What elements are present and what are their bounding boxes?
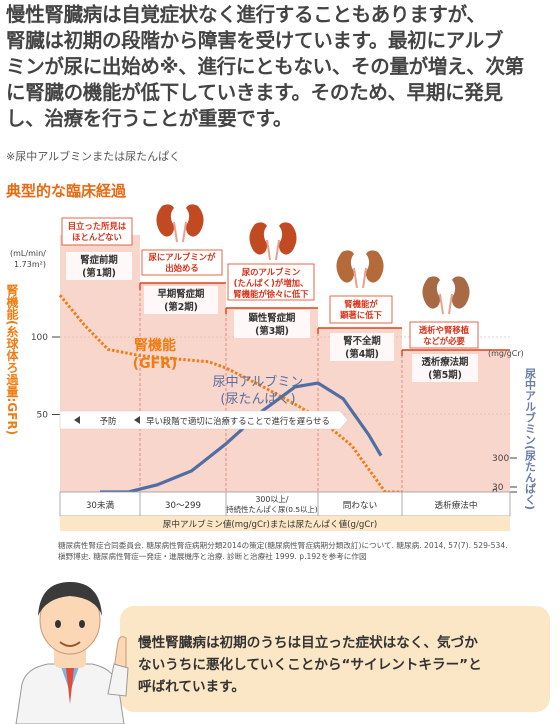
stage-note-text: 透析や腎移植	[419, 325, 470, 335]
stage-note-text: 顕著に低下	[340, 310, 382, 320]
speech-line: 慢性腎臓病は初期のうちは目立った症状はなく、気づか	[138, 635, 478, 651]
kidney-icon	[336, 250, 384, 289]
kidney-icon	[156, 204, 204, 243]
x-footer: 尿中アルブミン値(mg/gCr)または尿たんぱく値(g/gCr)	[163, 518, 377, 530]
right-tick-label: 30	[492, 483, 504, 493]
stage-note-text: ほとんどない	[72, 232, 122, 242]
stage-note-text: 目立った所見は	[68, 221, 127, 231]
stage-label-1-sub: (第1期)	[82, 267, 116, 279]
gfr-series-label-sub: (GFR)	[133, 356, 178, 372]
albumin-range-cell: 30未満	[86, 499, 115, 511]
left-axis-unit: (mL/min/	[10, 249, 46, 258]
intro-line: に腎臓の機能が低下していきます。そのため、早期に発見	[6, 81, 503, 104]
kidney-icon	[422, 276, 470, 315]
albumin-series-label: 尿中アルブミン	[213, 374, 304, 390]
stage-label-3: 顕性腎症期	[249, 312, 296, 324]
speech-bubble	[120, 606, 550, 712]
albumin-range-cell: 透析療法中	[435, 499, 478, 511]
gfr-series-label: 腎機能	[134, 337, 176, 354]
right-tick-label: 300	[492, 454, 509, 464]
albumin-series-line	[99, 381, 383, 494]
stage-note-3: 尿のアルブミン (たんぱく)が増加、 腎機能が徐々に低下	[227, 263, 315, 301]
stage-note-text: などが必要	[423, 336, 465, 346]
intro-paragraph: 慢性腎臓病は自覚症状なく進行することもありますが、 腎臓は初期の段階から障害を受…	[6, 2, 556, 132]
albumin-range-cell: 30〜299	[165, 501, 201, 511]
stage-label-3-sub: (第3期)	[255, 325, 289, 337]
kidney-icon	[249, 222, 297, 261]
section-title: 典型的な臨床経過	[6, 182, 127, 200]
stage-label-2-sub: (第2期)	[164, 301, 198, 313]
banner-right-text: 早い段階で適切に治療することで進行を遅らせる	[146, 416, 330, 426]
references: 糖尿病性腎症合同委員会. 糖尿病性腎症病期分類2014の策定(糖尿病性腎症病期分…	[58, 540, 508, 562]
left-axis-unit: 1.73m²)	[14, 260, 46, 269]
stage-label-5: 透析療法期	[422, 356, 469, 368]
banner-left-text: 予防	[100, 416, 117, 426]
intro-line: 慢性腎臓病は自覚症状なく進行することもありますが、	[6, 3, 486, 26]
intro-line: ミンが尿に出始め※、進行にともない、その量が増え、次第	[6, 55, 524, 78]
footnote: ※尿中アルブミンまたは尿たんぱく	[6, 150, 181, 163]
right-axis-unit: (mg/gCr)	[488, 349, 524, 358]
stage-note-text: 腎機能が徐々に低下	[233, 289, 309, 299]
albumin-range-cell: 300以上/	[255, 495, 288, 504]
stage-label-1: 腎症前期	[80, 254, 118, 266]
stage-label-4-sub: (第4期)	[345, 348, 379, 360]
kidney-icons	[156, 204, 470, 315]
left-axis-ticks: 100 50	[31, 333, 60, 421]
stage-note-2: 尿にアルブミンが 出始める	[141, 249, 223, 276]
albumin-range-cell: 持続性たんぱく尿(0.5以上)	[226, 505, 318, 514]
intro-line: 腎臓は初期の段階から障害を受けています。最初にアルブ	[6, 29, 504, 52]
stage-dividers	[139, 283, 403, 492]
albumin-range-row: 30未満 30〜299 300以上/ 持続性たんぱく尿(0.5以上) 問わない …	[59, 491, 511, 531]
stage-note-text: 腎機能が	[344, 299, 378, 309]
left-tick-label: 50	[37, 411, 49, 421]
stage-note-text: (たんぱく)が増加、	[234, 278, 309, 288]
stage-label-2: 早期腎症期	[158, 288, 205, 300]
clinical-course-chart: 目立った所見は ほとんどない 尿にアルブミンが 出始める 尿のアルブミン (たん…	[5, 204, 537, 531]
speech-line: ないうちに悪化していくことから“サイレントキラー”と	[138, 657, 482, 673]
speech-text: 慢性腎臓病は初期のうちは目立った症状はなく、気づか ないうちに悪化していくことか…	[138, 632, 482, 698]
reference-line: 槇野博史. 糖尿病性腎症一発症・進展機序と治療. 診断と治療社 1999. p.…	[58, 552, 367, 561]
stage-note-4: 腎機能が 顕著に低下	[329, 295, 393, 324]
intro-line: し、治療を行うことが重要です。	[6, 107, 293, 130]
stage-note-1: 目立った所見は ほとんどない	[61, 217, 133, 246]
stage-note-text: 尿のアルブミン	[242, 267, 301, 277]
left-axis-title: 腎機能(糸球体ろ過量:GFR)	[5, 283, 19, 436]
albumin-series-label-sub: (尿たんぱく)	[220, 392, 295, 407]
stage-note-text: 尿にアルブミンが	[149, 252, 217, 262]
albumin-range-cell: 問わない	[343, 500, 377, 511]
gfr-series-line	[58, 294, 402, 494]
stage-note-text: 出始める	[165, 263, 199, 273]
stage-note-5: 透析や腎移植 などが必要	[409, 321, 479, 349]
treatment-banner: 予防 早い段階で適切に治療することで進行を遅らせる	[59, 410, 349, 430]
speech-line: 呼ばれています。	[138, 679, 245, 695]
stage-label-4: 腎不全期	[343, 335, 381, 347]
stage-labels: 腎症前期 (第1期) 早期腎症期 (第2期) 顕性腎症期 (第3期) 腎不全期 …	[66, 252, 478, 382]
stage-notes: 目立った所見は ほとんどない 尿にアルブミンが 出始める 尿のアルブミン (たん…	[61, 217, 479, 349]
right-axis-title: 尿中アルブミン(尿たんぱく)	[524, 368, 537, 510]
left-tick-label: 100	[31, 333, 48, 343]
doctor-illustration	[15, 582, 129, 724]
stage-steps	[139, 282, 510, 356]
reference-line: 糖尿病性腎症合同委員会. 糖尿病性腎症病期分類2014の策定(糖尿病性腎症病期分…	[58, 541, 508, 550]
stage-label-5-sub: (第5期)	[428, 369, 462, 381]
